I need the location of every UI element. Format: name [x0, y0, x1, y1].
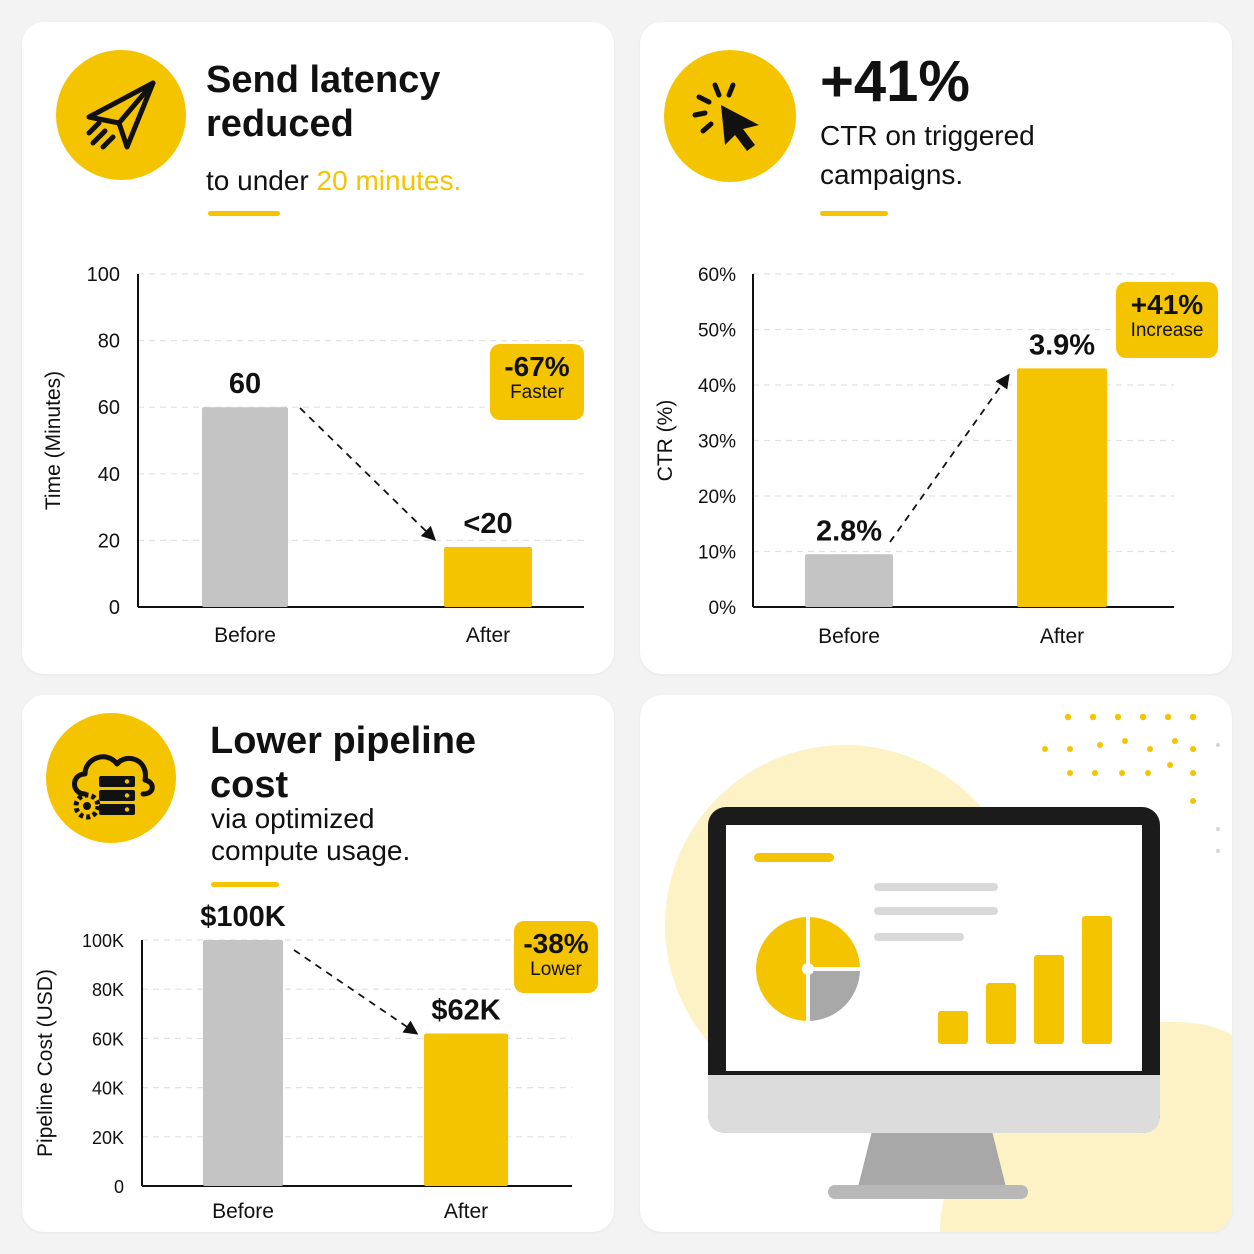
- x-tick-label: Before: [214, 624, 276, 647]
- ctr-chart: 0% 10% 20% 30% 40% 50% 60% CTR (%) 2.8% Before 3.9…: [654, 265, 1174, 648]
- x-tick-label: Before: [212, 1200, 274, 1223]
- y-axis-label: Time (Minutes): [42, 371, 65, 510]
- y-tick-label: 80K: [92, 980, 124, 1000]
- y-tick-label: 0: [114, 1177, 124, 1197]
- screen-text-line: [874, 883, 998, 891]
- y-tick-label: 20K: [92, 1128, 124, 1148]
- latency-accent-line: [208, 211, 280, 216]
- x-tick-label: After: [444, 1200, 488, 1223]
- cost-badge: -38% Lower: [514, 921, 598, 993]
- ctr-card: +41% CTR on triggered campaigns. 0% 10% 20…: [640, 22, 1232, 674]
- trend-arrow: [299, 407, 437, 542]
- cost-card: Lower pipeline cost via optimized comput…: [22, 695, 614, 1232]
- trend-arrow: [889, 373, 1010, 543]
- ctr-badge-value: +41%: [1130, 289, 1204, 320]
- y-tick-label: 20: [98, 530, 120, 552]
- y-tick-label: 80: [98, 331, 120, 353]
- data-label: 60: [229, 368, 261, 400]
- bar-before: [202, 407, 288, 607]
- data-label: 2.8%: [816, 515, 882, 547]
- cost-badge-value: -38%: [523, 928, 589, 959]
- cost-title: Lower pipeline cost: [210, 720, 477, 806]
- monitor-card: [640, 695, 1232, 1232]
- monitor-base: [828, 1185, 1028, 1199]
- y-tick-label: 40K: [92, 1079, 124, 1099]
- latency-subtitle-text: to under: [206, 165, 317, 196]
- ctr-big-number: +41%: [820, 49, 970, 114]
- y-tick-label: 0%: [709, 598, 737, 619]
- screen-header-bar: [754, 853, 834, 862]
- ctr-badge-label: Increase: [1130, 320, 1204, 341]
- bar-after: [444, 547, 532, 607]
- ctr-badge: +41% Increase: [1116, 282, 1218, 358]
- y-axis-label: CTR (%): [654, 400, 677, 482]
- y-tick-label: 0: [109, 597, 120, 619]
- y-tick-label: 100: [87, 264, 120, 286]
- latency-subtitle: to under 20 minutes.: [206, 164, 606, 198]
- screen-text-line: [874, 933, 964, 941]
- screen-bar-chart: [938, 916, 1112, 1044]
- x-tick-label: After: [1040, 625, 1084, 648]
- screen-text-line: [874, 907, 998, 915]
- latency-card: Send latency reduced to under 20 minutes…: [22, 22, 614, 674]
- y-tick-label: 100K: [82, 931, 124, 951]
- cost-subtitle: via optimized compute usage.: [211, 803, 411, 866]
- bar-before: [203, 940, 283, 1186]
- data-label: $100K: [200, 901, 286, 933]
- monitor-stand: [858, 1131, 1006, 1187]
- y-axis-label: Pipeline Cost (USD): [34, 969, 57, 1157]
- cloud-server-gear-icon: [46, 713, 176, 843]
- paper-plane-icon: [56, 50, 186, 180]
- screen-pie-chart: [756, 917, 860, 1021]
- data-label: <20: [463, 508, 512, 540]
- bar-before: [805, 554, 893, 607]
- x-tick-label: After: [466, 624, 510, 647]
- data-label: 3.9%: [1029, 329, 1095, 361]
- bar-after: [1017, 368, 1107, 607]
- y-tick-label: 40: [98, 464, 120, 486]
- latency-title: Send latency reduced: [206, 59, 441, 145]
- latency-chart: 0 20 40 60 80 100 Time (Minutes) 60 Before <20 Aft…: [42, 264, 584, 647]
- monitor-dashboard-icon: [665, 713, 1232, 1232]
- y-tick-label: 60%: [698, 265, 736, 286]
- latency-subtitle-highlight: 20 minutes.: [316, 165, 462, 196]
- dot-pattern: [1042, 713, 1197, 804]
- y-tick-label: 40%: [698, 376, 736, 397]
- data-label: $62K: [431, 994, 500, 1026]
- y-tick-label: 50%: [698, 321, 736, 342]
- ctr-subtitle: CTR on triggered campaigns.: [820, 120, 1035, 190]
- y-tick-label: 10%: [698, 543, 736, 564]
- x-tick-label: Before: [818, 625, 880, 648]
- cursor-click-icon: [664, 50, 796, 182]
- cost-chart: 0 20K 40K 60K 80K 100K Pipeline Cost (USD) $100…: [34, 901, 572, 1223]
- monitor-chin: [708, 1075, 1160, 1133]
- ctr-accent-line: [820, 211, 888, 216]
- bar-after: [424, 1033, 508, 1186]
- y-tick-label: 20%: [698, 487, 736, 508]
- cost-accent-line: [211, 882, 279, 887]
- y-tick-label: 60: [98, 397, 120, 419]
- cost-badge-label: Lower: [530, 959, 582, 980]
- trend-arrow: [293, 949, 419, 1035]
- latency-badge-value: -67%: [504, 351, 570, 382]
- latency-badge-label: Faster: [510, 382, 564, 403]
- latency-badge: -67% Faster: [490, 344, 584, 420]
- y-tick-label: 60K: [92, 1029, 124, 1049]
- y-tick-label: 30%: [698, 432, 736, 453]
